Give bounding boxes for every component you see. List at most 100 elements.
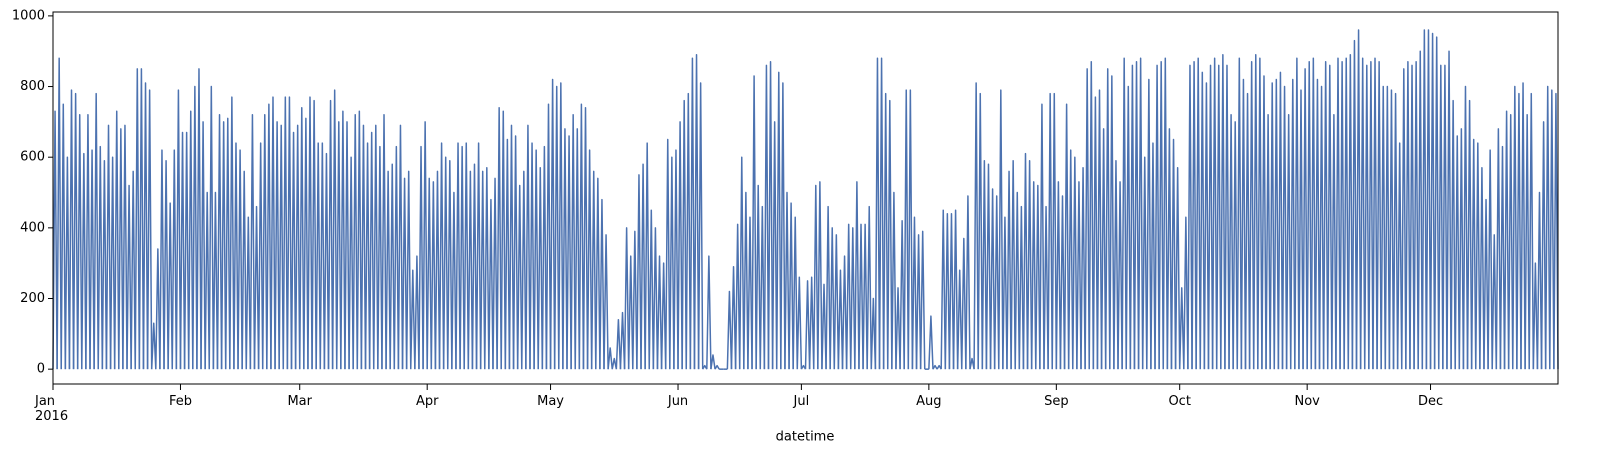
daily-spike — [1528, 92, 1535, 370]
daily-spike — [632, 230, 638, 370]
daily-spike — [1495, 128, 1502, 370]
daily-spike — [775, 71, 782, 370]
daily-spike — [64, 156, 71, 370]
daily-spike — [118, 128, 124, 370]
daily-spike — [1475, 142, 1481, 370]
daily-spike — [1261, 75, 1267, 370]
daily-spike — [512, 135, 519, 370]
daily-spike — [1129, 64, 1136, 370]
daily-spike — [1384, 85, 1391, 370]
daily-spike — [1310, 57, 1317, 370]
daily-spike — [352, 114, 359, 370]
daily-spike — [1224, 64, 1230, 370]
daily-spike — [804, 280, 811, 370]
daily-spike — [841, 255, 848, 370]
daily-spike — [331, 89, 338, 370]
daily-spike — [1022, 152, 1029, 370]
x-tick-label: Jul — [793, 394, 810, 409]
daily-spike — [1318, 85, 1325, 370]
daily-spike — [944, 212, 951, 370]
daily-spike — [1187, 64, 1193, 370]
daily-spike — [998, 89, 1004, 370]
daily-spike — [607, 347, 613, 370]
plot-area — [52, 29, 1559, 370]
daily-spike — [385, 170, 391, 370]
daily-spike — [911, 216, 918, 370]
daily-spike — [965, 195, 971, 370]
daily-spike — [504, 138, 511, 370]
daily-spike — [1236, 57, 1243, 370]
daily-spike — [496, 106, 502, 370]
daily-spike — [1425, 29, 1432, 370]
daily-spike — [142, 82, 149, 370]
y-tick-label: 200 — [20, 291, 45, 306]
daily-spike — [389, 163, 396, 370]
daily-spike — [858, 223, 864, 370]
daily-spike — [1244, 92, 1251, 370]
daily-spike — [1154, 64, 1160, 370]
daily-spike — [97, 145, 104, 370]
daily-spike — [928, 315, 934, 370]
daily-spike — [1396, 142, 1403, 370]
daily-spike — [693, 53, 700, 370]
daily-spike — [368, 131, 375, 370]
daily-spike — [516, 184, 523, 370]
daily-spike — [932, 364, 938, 370]
daily-spike — [574, 128, 581, 370]
daily-spike — [1487, 149, 1493, 370]
daily-spike — [636, 174, 642, 370]
daily-spike — [163, 159, 169, 370]
daily-spike — [763, 64, 770, 370]
daily-spike — [1006, 170, 1012, 370]
daily-spike — [1150, 142, 1156, 370]
daily-spike — [866, 205, 873, 370]
daily-spike — [734, 223, 741, 370]
daily-spike — [1039, 103, 1045, 370]
daily-spike — [463, 142, 470, 370]
daily-spike — [784, 191, 790, 370]
daily-spike — [484, 167, 490, 370]
daily-spike — [1076, 181, 1082, 370]
daily-spike — [253, 205, 260, 370]
daily-spike — [1479, 167, 1485, 370]
daily-spike — [907, 89, 914, 370]
daily-spike — [553, 85, 560, 370]
daily-spike — [1170, 138, 1177, 370]
daily-spike — [471, 163, 478, 370]
daily-spike — [442, 156, 449, 370]
daily-spike — [1298, 89, 1304, 370]
x-tick-label: Jun — [667, 394, 689, 409]
daily-spike — [586, 149, 593, 370]
daily-spike — [72, 92, 79, 370]
daily-spike — [1314, 78, 1321, 370]
daily-spike — [1524, 114, 1530, 370]
daily-spike — [1047, 92, 1053, 370]
daily-spike — [130, 170, 136, 370]
daily-spike — [138, 68, 145, 370]
daily-spike — [1035, 184, 1041, 370]
daily-spike — [669, 156, 675, 370]
daily-spike — [1549, 89, 1555, 370]
x-tick-label: Aug — [916, 394, 942, 409]
daily-spike — [1043, 205, 1049, 370]
daily-spike — [101, 159, 108, 370]
daily-spike — [1289, 78, 1296, 370]
daily-spike — [603, 234, 609, 370]
daily-spike — [948, 212, 955, 370]
daily-spike — [726, 290, 733, 370]
daily-spike — [335, 121, 342, 370]
daily-spike — [200, 121, 206, 370]
daily-spike — [1137, 57, 1144, 370]
daily-spike — [915, 234, 922, 370]
daily-spike — [422, 121, 428, 370]
daily-spike — [771, 121, 778, 370]
daily-spike — [829, 227, 836, 370]
daily-spike — [956, 269, 963, 370]
daily-spike — [730, 265, 737, 370]
daily-spike — [1059, 195, 1066, 370]
daily-spike — [878, 57, 885, 370]
daily-spike — [266, 103, 272, 370]
daily-spike — [434, 170, 441, 370]
daily-spike — [747, 216, 753, 370]
daily-spike — [212, 191, 219, 370]
